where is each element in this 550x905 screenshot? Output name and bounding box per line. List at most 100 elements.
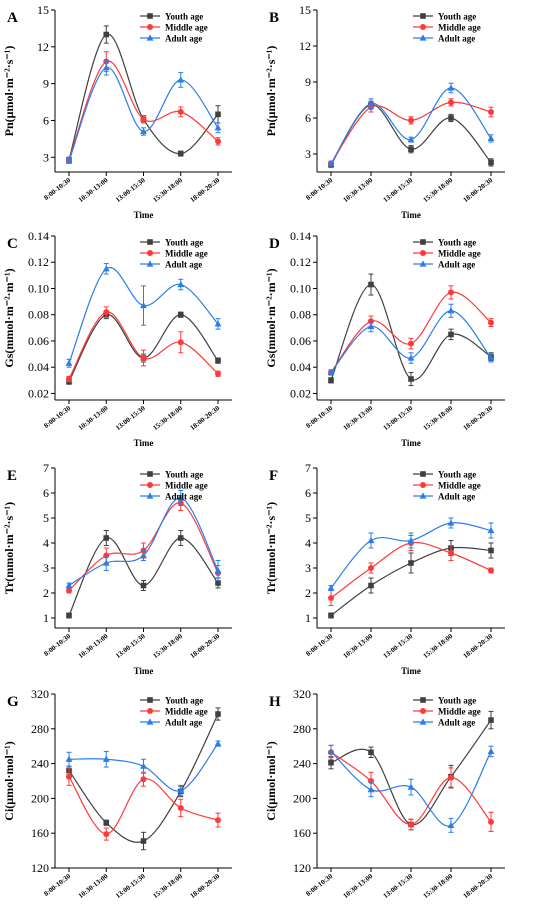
series-youth [328, 540, 494, 619]
legend-marker [420, 239, 426, 245]
data-point [327, 368, 335, 376]
y-tick-label: 4 [43, 536, 49, 550]
data-point [214, 320, 222, 327]
data-point [214, 566, 222, 574]
x-tick-label: 18:00-20:30 [189, 872, 222, 900]
legend-marker [147, 13, 153, 19]
y-tick-label: 12 [299, 39, 311, 53]
panel-label: C [7, 236, 18, 252]
legend-marker [146, 718, 154, 725]
y-axis-title: Pn(μmol·m⁻²·s⁻¹) [264, 46, 278, 137]
legend-label: Youth age [165, 12, 203, 22]
x-tick-label: 13:00-15:30 [114, 404, 147, 432]
y-tick-label: 0.02 [290, 386, 311, 400]
y-tick-label: 0.14 [290, 229, 311, 243]
series-adult [327, 82, 495, 167]
series-adult [65, 490, 222, 589]
series-middle [66, 306, 221, 383]
data-point [65, 359, 73, 366]
x-tick-label: 8:00-10:30 [304, 176, 334, 202]
data-point [140, 551, 147, 559]
series-line [330, 283, 492, 381]
x-tick-label: 18:00-20:30 [189, 404, 222, 432]
data-point [177, 280, 185, 288]
y-axis-title: Pn(μmol·m⁻²·s⁻¹) [2, 46, 16, 137]
data-point [328, 595, 334, 601]
data-point [102, 559, 110, 566]
data-point [488, 159, 494, 166]
data-point [368, 582, 374, 589]
data-point [65, 755, 73, 762]
legend-label: Middle age [165, 707, 208, 717]
series-adult [65, 739, 222, 797]
y-tick-label: 0.04 [290, 360, 311, 374]
x-axis-title: Time [134, 210, 154, 220]
data-point [407, 536, 415, 544]
y-axis-title: Gs(mmol·m⁻²·m⁻¹) [264, 268, 278, 367]
data-point [407, 354, 415, 361]
legend-label: Adult age [165, 260, 202, 270]
data-point [368, 565, 374, 571]
data-point [214, 124, 222, 131]
data-point [488, 547, 494, 554]
y-axis-title: Tr(mmol·m⁻²·s⁻¹) [2, 502, 16, 594]
y-tick-label: 5 [305, 511, 311, 525]
legend-marker [147, 697, 153, 703]
data-point [140, 838, 147, 844]
y-axis-title: Tr(mmol·m⁻²·s⁻¹) [264, 502, 278, 594]
panel-label: A [7, 10, 18, 26]
legend-label: Youth age [165, 696, 203, 706]
chart-panel-e: E 1 2 3 4 5 6 7 8:00-10:30 10:30-13:00 13:00-15:30… [2, 461, 232, 676]
y-tick-label: 6 [43, 486, 49, 500]
legend-label: Adult age [438, 34, 475, 44]
panel-label: H [269, 694, 281, 710]
legend-marker [147, 471, 153, 477]
legend-label: Middle age [165, 481, 208, 491]
legend-marker [420, 482, 426, 488]
data-point [327, 584, 335, 591]
x-tick-label: 18:00-20:30 [462, 632, 495, 660]
data-point [65, 581, 73, 589]
x-tick-label: 18:00-20:30 [462, 872, 495, 900]
y-tick-label: 4 [305, 536, 311, 550]
data-point [177, 786, 185, 794]
chart-panel-g: G 120 160 200 240 280 320 8:00-10:30 10:30-13:00… [2, 687, 232, 900]
data-point [66, 612, 72, 619]
data-point [177, 339, 184, 346]
y-axis-title: Ci(μmol·mol⁻¹) [2, 741, 16, 820]
x-tick-label: 15:30-18:00 [151, 632, 184, 660]
y-tick-label: 9 [305, 75, 311, 89]
legend-label: Adult age [438, 492, 475, 502]
series-middle [66, 51, 221, 163]
data-point [140, 762, 147, 769]
x-tick-label: 18:00-20:30 [189, 632, 222, 660]
y-tick-label: 3 [43, 561, 49, 575]
x-tick-label: 15:30-18:00 [422, 872, 455, 900]
data-point [177, 804, 184, 811]
data-point [408, 821, 414, 828]
data-point [368, 749, 374, 756]
x-tick-label: 8:00-10:30 [42, 404, 72, 430]
legend-label: Adult age [438, 260, 475, 270]
panel-label: B [269, 10, 279, 26]
legend-marker [147, 482, 153, 488]
y-tick-label: 0.12 [290, 255, 311, 269]
y-tick-label: 7 [305, 461, 311, 475]
chart-panel-b: B 3 6 9 12 15 8:00-10:30 10:30-13:00 13:00-15:30… [264, 3, 505, 220]
legend-marker [420, 708, 426, 714]
y-tick-label: 320 [31, 687, 49, 701]
legend-label: Youth age [438, 238, 476, 248]
x-tick-label: 18:00-20:30 [189, 176, 222, 204]
series-youth [328, 273, 494, 387]
data-point [103, 535, 110, 541]
data-point [102, 755, 110, 762]
series-youth [328, 710, 494, 831]
y-axis-title: Ci(μmol·mol⁻¹) [264, 741, 278, 820]
legend-marker [146, 34, 154, 41]
legend-marker [420, 24, 426, 30]
y-tick-label: 12 [37, 40, 49, 54]
